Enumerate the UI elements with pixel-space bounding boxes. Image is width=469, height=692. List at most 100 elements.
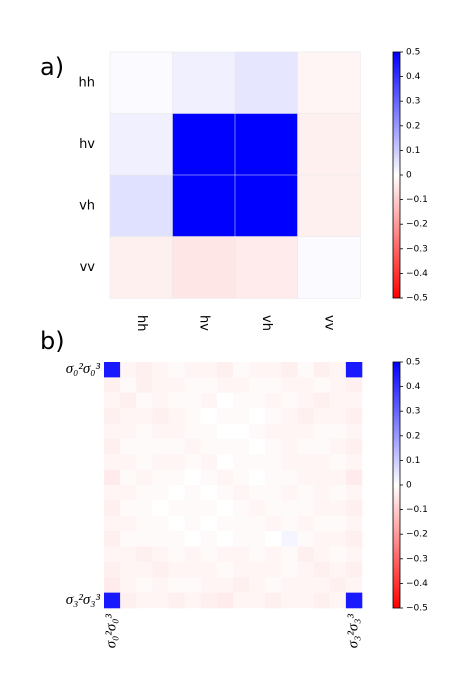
cell — [249, 454, 266, 470]
cell — [249, 577, 266, 593]
cell — [281, 500, 298, 517]
cell — [216, 377, 234, 394]
cell — [329, 577, 347, 593]
cell — [281, 377, 298, 394]
cell — [281, 408, 298, 424]
cell — [265, 362, 282, 378]
cell — [297, 546, 314, 563]
panel-label: b) — [40, 327, 65, 355]
cell — [168, 423, 185, 440]
cell — [233, 592, 250, 609]
cell — [184, 438, 202, 455]
cell — [297, 423, 314, 440]
cell — [265, 377, 282, 394]
cell — [104, 438, 121, 455]
cell — [234, 236, 299, 299]
cell — [345, 531, 363, 547]
cell — [168, 561, 185, 578]
row-label: hv — [79, 137, 95, 152]
row-label: hh — [79, 75, 95, 90]
cell — [313, 500, 331, 517]
cell — [297, 515, 314, 532]
colorbar-tick-label: −0.1 — [406, 195, 428, 205]
cell — [297, 438, 314, 455]
cell — [234, 113, 299, 176]
cell — [297, 485, 314, 501]
cell — [172, 113, 236, 176]
cell — [152, 469, 169, 486]
cell — [233, 377, 250, 394]
cell — [200, 561, 218, 578]
cell — [233, 362, 250, 378]
cell — [184, 469, 202, 486]
cell — [297, 113, 361, 176]
cell — [234, 51, 299, 115]
cell — [233, 531, 250, 547]
colorbar-tick-label: 0.4 — [406, 382, 421, 392]
cell — [233, 392, 250, 409]
cell — [152, 392, 169, 409]
cell — [216, 423, 234, 440]
cell — [152, 438, 169, 455]
cell — [281, 392, 298, 409]
cell — [265, 546, 282, 563]
cell — [172, 51, 236, 115]
cell — [265, 392, 282, 409]
cell — [233, 423, 250, 440]
cell — [104, 592, 121, 609]
cell — [345, 423, 363, 440]
cell — [120, 515, 137, 532]
cell — [168, 408, 185, 424]
cell — [120, 438, 137, 455]
cell — [168, 454, 185, 470]
column-label: σ₀²σ₀³ — [104, 613, 120, 648]
cell — [136, 408, 153, 424]
cell — [216, 515, 234, 532]
cell — [136, 500, 153, 517]
cell — [329, 423, 347, 440]
cell — [216, 561, 234, 578]
cell — [200, 500, 218, 517]
cell — [200, 469, 218, 486]
cell — [329, 592, 347, 609]
cell — [184, 485, 202, 501]
cell — [168, 485, 185, 501]
cell — [200, 546, 218, 563]
cell — [249, 546, 266, 563]
cell — [200, 392, 218, 409]
cell — [104, 469, 121, 486]
cell — [313, 577, 331, 593]
colorbar-tick-label: −0.2 — [406, 220, 428, 230]
cell — [152, 500, 169, 517]
cell — [216, 438, 234, 455]
cell — [200, 454, 218, 470]
cell — [329, 408, 347, 424]
cell — [297, 469, 314, 486]
colorbar-tick-label: −0.4 — [406, 269, 428, 279]
cell — [120, 500, 137, 517]
colorbar-tick-label: −0.2 — [406, 530, 428, 540]
cell — [120, 408, 137, 424]
cell — [313, 377, 331, 394]
cell — [329, 515, 347, 532]
cell — [345, 377, 363, 394]
cell — [136, 561, 153, 578]
cell — [281, 592, 298, 609]
cell — [136, 423, 153, 440]
cell — [329, 500, 347, 517]
cell — [313, 561, 331, 578]
cell — [281, 454, 298, 470]
cell — [152, 592, 169, 609]
cell — [233, 485, 250, 501]
cell — [152, 408, 169, 424]
cell — [136, 377, 153, 394]
cell — [233, 546, 250, 563]
cell — [233, 577, 250, 593]
cell — [329, 485, 347, 501]
colorbar-tick-label: −0.3 — [406, 554, 428, 564]
cell — [249, 392, 266, 409]
column-label: vh — [259, 315, 274, 331]
cell — [152, 531, 169, 547]
cell — [281, 561, 298, 578]
